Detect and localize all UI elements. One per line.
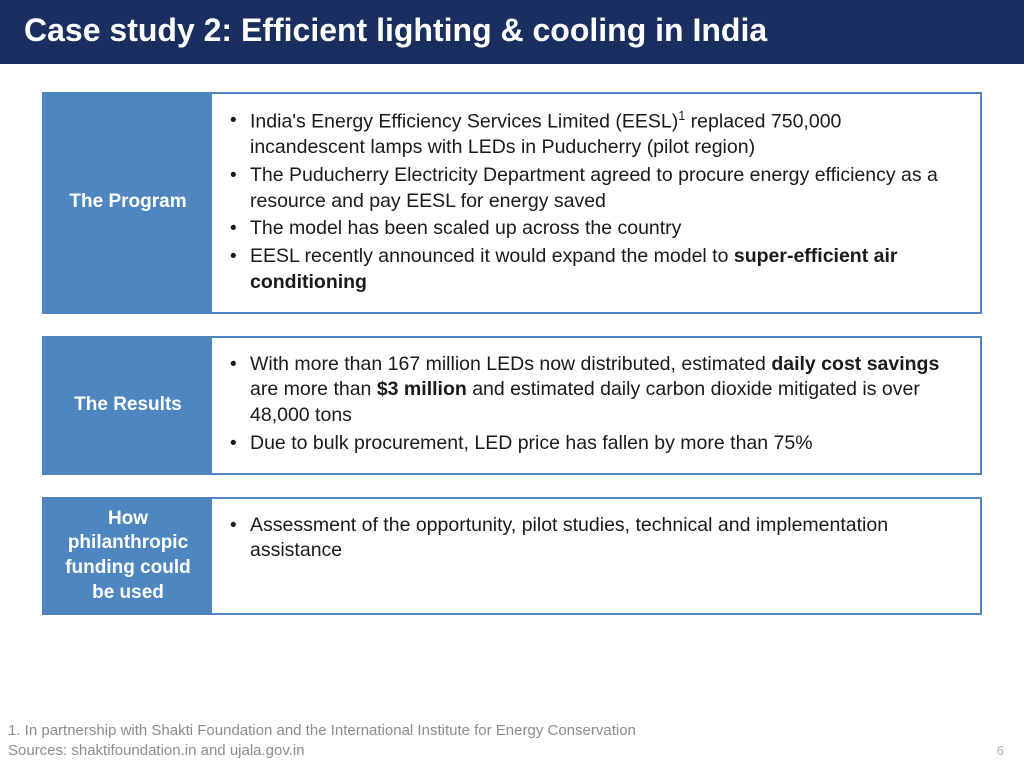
section-results: The Results With more than 167 million L… [42,336,982,475]
slide-title: Case study 2: Efficient lighting & cooli… [0,0,1024,64]
bullet-list: India's Energy Efficiency Services Limit… [222,108,958,296]
section-label-program: The Program [44,94,212,312]
list-item: The Puducherry Electricity Department ag… [250,163,958,214]
footnote-text: 1. In partnership with Shakti Foundation… [8,721,984,741]
section-body-results: With more than 167 million LEDs now dist… [212,338,980,473]
slide-content: The Program India's Energy Efficiency Se… [0,64,1024,615]
list-item: EESL recently announced it would expand … [250,244,958,295]
section-label-funding: How philanthropic funding could be used [44,499,212,614]
bullet-list: Assessment of the opportunity, pilot stu… [222,513,958,564]
footnotes: 1. In partnership with Shakti Foundation… [8,721,984,760]
list-item: With more than 167 million LEDs now dist… [250,352,958,429]
list-item: Assessment of the opportunity, pilot stu… [250,513,958,564]
section-body-program: India's Energy Efficiency Services Limit… [212,94,980,312]
section-funding: How philanthropic funding could be used … [42,497,982,616]
section-program: The Program India's Energy Efficiency Se… [42,92,982,314]
list-item: Due to bulk procurement, LED price has f… [250,431,958,457]
section-label-results: The Results [44,338,212,473]
section-body-funding: Assessment of the opportunity, pilot stu… [212,499,980,614]
list-item: The model has been scaled up across the … [250,216,958,242]
sources-text: Sources: shaktifoundation.in and ujala.g… [8,741,984,761]
list-item: India's Energy Efficiency Services Limit… [250,108,958,161]
bullet-list: With more than 167 million LEDs now dist… [222,352,958,457]
page-number: 6 [997,743,1004,758]
